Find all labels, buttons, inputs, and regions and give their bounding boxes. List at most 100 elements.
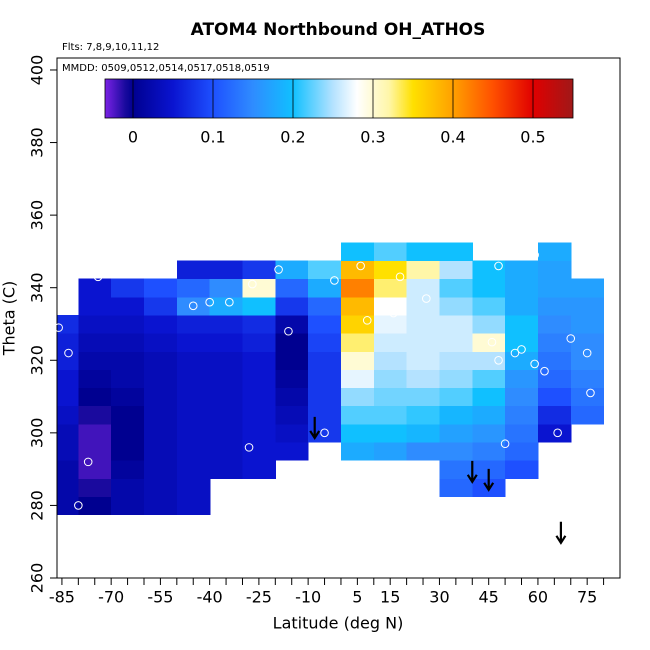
heat-cell bbox=[275, 387, 309, 407]
heat-cell bbox=[505, 278, 539, 298]
sample-point bbox=[530, 250, 539, 260]
heat-cell bbox=[209, 333, 244, 352]
heat-cell bbox=[570, 278, 605, 298]
x-tick-label: -40 bbox=[197, 588, 223, 607]
heat-cell bbox=[57, 351, 79, 370]
sample-point bbox=[422, 294, 431, 303]
heat-cell bbox=[472, 423, 506, 443]
colorbar-tick-label: 0.4 bbox=[440, 128, 465, 147]
heat-cell bbox=[308, 296, 342, 316]
heat-cell bbox=[78, 478, 112, 497]
heat-cell bbox=[275, 441, 309, 461]
heat-cell bbox=[570, 405, 605, 425]
heat-cell bbox=[209, 423, 244, 443]
heat-cell bbox=[57, 441, 79, 461]
heat-cell bbox=[78, 441, 112, 461]
heat-cell bbox=[505, 460, 539, 479]
heat-cell bbox=[406, 405, 441, 425]
heat-cell bbox=[439, 369, 473, 389]
heat-cell bbox=[78, 460, 112, 479]
sample-point bbox=[284, 326, 293, 336]
sample-point bbox=[83, 457, 93, 467]
heat-cell bbox=[176, 496, 211, 516]
heat-cell bbox=[176, 333, 211, 352]
heat-cell bbox=[176, 460, 211, 479]
heat-cell bbox=[406, 441, 441, 461]
x-tick-label: 45 bbox=[479, 588, 499, 607]
heat-cell bbox=[242, 333, 276, 352]
heat-cell bbox=[308, 423, 342, 443]
heat-cell bbox=[373, 260, 408, 280]
y-axis-label: Theta (C) bbox=[0, 281, 19, 357]
heat-cell bbox=[406, 423, 441, 443]
heat-cell bbox=[472, 296, 506, 316]
heat-cell bbox=[143, 351, 178, 370]
arrow bbox=[309, 416, 321, 440]
heat-cell bbox=[143, 296, 178, 316]
heat-cell bbox=[143, 405, 178, 425]
heat-cell bbox=[406, 314, 441, 334]
heat-cell bbox=[439, 314, 473, 334]
heat-cell bbox=[143, 387, 178, 407]
sample-point bbox=[553, 428, 562, 438]
heat-cell bbox=[176, 405, 211, 425]
sample-point bbox=[188, 301, 198, 311]
heat-cell bbox=[505, 405, 539, 425]
heat-cell bbox=[373, 405, 408, 425]
colorbar-tick-label: 0.2 bbox=[280, 128, 305, 147]
subtitle: Flts: 7,8,9,10,11,12 bbox=[62, 42, 159, 53]
heat-cell bbox=[472, 441, 506, 461]
y-tick-label: 320 bbox=[28, 345, 47, 376]
heat-cell bbox=[406, 369, 441, 389]
heat-cell bbox=[111, 333, 145, 352]
heat-cell bbox=[373, 441, 408, 461]
heat-cell bbox=[340, 387, 375, 407]
heat-cell bbox=[111, 369, 145, 389]
y-tick-label: 380 bbox=[28, 127, 47, 158]
heat-cell bbox=[308, 369, 342, 389]
heat-cell bbox=[209, 278, 244, 298]
heat-cell bbox=[275, 423, 309, 443]
sample-point bbox=[64, 348, 73, 358]
heat-cell bbox=[406, 260, 441, 280]
x-tick-label: -10 bbox=[295, 588, 321, 607]
colorbar-tick-label: 0 bbox=[128, 128, 138, 147]
heat-cell bbox=[537, 351, 572, 370]
sample-point bbox=[93, 272, 103, 282]
heat-cell bbox=[340, 423, 375, 443]
heat-cell bbox=[537, 405, 572, 425]
heat-cell bbox=[209, 351, 244, 370]
heat-cell bbox=[111, 296, 145, 316]
heat-cell bbox=[406, 351, 441, 370]
heat-cell bbox=[570, 333, 605, 352]
heat-cell bbox=[78, 296, 112, 316]
x-tick-label: 75 bbox=[577, 588, 597, 607]
arrow bbox=[555, 521, 567, 545]
heat-cell bbox=[537, 333, 572, 352]
heat-cell bbox=[340, 333, 375, 352]
sample-point bbox=[586, 388, 595, 398]
heat-cell bbox=[57, 387, 79, 407]
heat-cell bbox=[439, 351, 473, 370]
heat-cell bbox=[308, 260, 342, 280]
heat-cell bbox=[373, 296, 408, 316]
heat-cell bbox=[57, 314, 79, 334]
y-tick-label: 300 bbox=[28, 418, 47, 449]
heat-cell bbox=[111, 405, 145, 425]
plot-frame bbox=[56, 57, 621, 579]
heat-cell bbox=[176, 369, 211, 389]
heat-cell bbox=[537, 296, 572, 316]
heat-cell bbox=[537, 423, 572, 443]
heat-cell bbox=[242, 260, 276, 280]
sample-point bbox=[510, 348, 520, 358]
heat-cell bbox=[439, 423, 473, 443]
heat-cell bbox=[505, 369, 539, 389]
x-tick-label: 5 bbox=[352, 588, 362, 607]
heat-cell bbox=[209, 405, 244, 425]
heat-cell bbox=[176, 260, 211, 280]
heat-cell bbox=[111, 496, 145, 516]
heat-cell bbox=[57, 423, 79, 443]
sample-point bbox=[244, 443, 254, 452]
heat-cell bbox=[242, 423, 276, 443]
heat-cell bbox=[406, 242, 441, 262]
